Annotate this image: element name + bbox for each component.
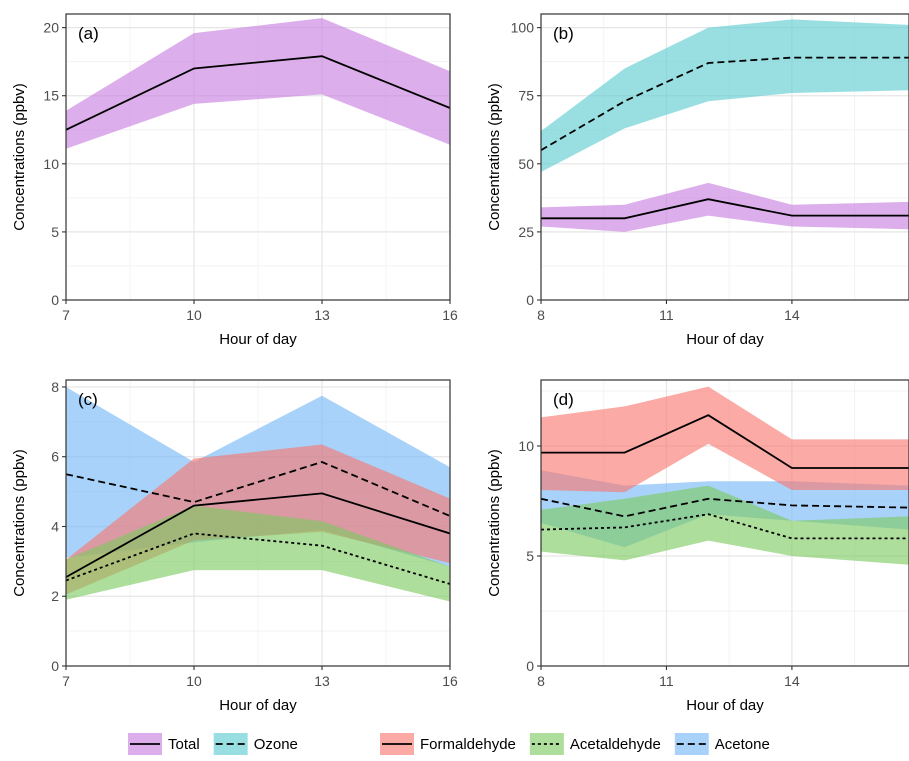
total-mean-line <box>66 55 450 131</box>
y-tick-label: 20 <box>43 20 59 36</box>
y-tick-label: 0 <box>51 292 59 308</box>
y-tick-label: 50 <box>518 156 534 172</box>
x-tick-label: 14 <box>784 673 800 689</box>
y-tick-label: 5 <box>526 548 534 564</box>
series-layer <box>66 387 450 602</box>
y-tick-label: 0 <box>51 658 59 674</box>
panel-b: 8 11 14 0 25 50 75 100 Hour of day Concentrations… <box>486 13 909 348</box>
legend-group-carbonyls: Formaldehyde Acetaldehyde Acetone <box>380 733 770 755</box>
acetone-mean-line <box>66 461 450 517</box>
x-tick-label: 7 <box>62 307 70 323</box>
series-layer <box>66 18 450 149</box>
x-tick-label: 8 <box>537 673 545 689</box>
x-tick-label: 13 <box>314 307 330 323</box>
acetone-legend-label: Acetone <box>715 736 770 753</box>
acetaldehyde-ribbon <box>541 485 909 565</box>
y-tick-label: 8 <box>51 379 59 395</box>
total-legend-label: Total <box>168 736 200 753</box>
y-tick-label: 0 <box>526 292 534 308</box>
y-tick-label: 10 <box>518 438 534 454</box>
acetaldehyde-ribbon <box>66 505 450 602</box>
y-tick-label: 6 <box>51 449 59 465</box>
y-axis-title: Concentrations (ppbv) <box>11 83 28 231</box>
y-axis-title: Concentrations (ppbv) <box>11 449 28 597</box>
acetaldehyde-legend-label: Acetaldehyde <box>570 736 661 753</box>
x-axis-title: Hour of day <box>686 697 764 714</box>
panel-c: 7 10 13 16 0 2 4 6 8 Hour of day Concentrations (p… <box>11 379 458 714</box>
ozone-mean-line <box>541 56 909 151</box>
x-tick-label: 10 <box>186 307 202 323</box>
panel-label: (a) <box>78 24 99 43</box>
y-axis-title: Concentrations (ppbv) <box>486 83 503 231</box>
x-axis-title: Hour of day <box>219 697 297 714</box>
y-tick-label: 100 <box>511 20 535 36</box>
panel-a: 7 10 13 16 0 5 10 15 20 Hour of day Concentrations… <box>11 13 458 348</box>
x-axis-title: Hour of day <box>686 331 764 348</box>
x-axis-title: Hour of day <box>219 331 297 348</box>
ozone-legend-label: Ozone <box>254 736 298 753</box>
x-tick-label: 16 <box>442 673 458 689</box>
y-tick-label: 75 <box>518 88 534 104</box>
acetaldehyde-mean-line <box>541 513 909 540</box>
formaldehyde-mean-line <box>541 414 909 469</box>
x-tick-label: 7 <box>62 673 70 689</box>
acetone-mean-line <box>541 497 909 518</box>
x-tick-label: 16 <box>442 307 458 323</box>
y-tick-label: 2 <box>51 588 59 604</box>
y-tick-label: 4 <box>51 518 59 534</box>
panel-border <box>65 379 451 667</box>
y-tick-label: 10 <box>43 156 59 172</box>
y-tick-label: 15 <box>43 88 59 104</box>
panel-border <box>540 13 909 301</box>
y-axis-title: Concentrations (ppbv) <box>486 449 503 597</box>
panel-d: 8 11 14 0 5 10 Hour of day Concentrations (ppbv… <box>486 379 909 714</box>
series-layer <box>541 19 909 232</box>
panel-label: (c) <box>78 390 98 409</box>
y-tick-label: 5 <box>51 224 59 240</box>
formaldehyde-mean-line <box>66 492 450 578</box>
total-ribbon <box>541 182 909 232</box>
x-tick-label: 13 <box>314 673 330 689</box>
x-tick-label: 14 <box>784 307 800 323</box>
panel-label: (b) <box>553 24 574 43</box>
series-layer <box>541 386 909 565</box>
y-tick-label: 25 <box>518 224 534 240</box>
x-tick-label: 11 <box>659 307 674 323</box>
acetaldehyde-mean-line <box>66 532 450 585</box>
total-ribbon <box>66 18 450 149</box>
formaldehyde-ribbon <box>541 386 909 493</box>
x-tick-label: 8 <box>537 307 545 323</box>
x-tick-label: 10 <box>186 673 202 689</box>
panel-border <box>540 379 909 667</box>
legend-group-total-ozone: Total Ozone <box>128 733 298 755</box>
x-tick-label: 11 <box>659 673 674 689</box>
formaldehyde-legend-label: Formaldehyde <box>420 736 516 753</box>
y-tick-label: 0 <box>526 658 534 674</box>
panel-border <box>65 13 451 301</box>
panel-label: (d) <box>553 390 574 409</box>
total-mean-line <box>541 198 909 220</box>
legend: Total Ozone Formaldehyde Acetaldehyde Aceton… <box>128 733 770 755</box>
